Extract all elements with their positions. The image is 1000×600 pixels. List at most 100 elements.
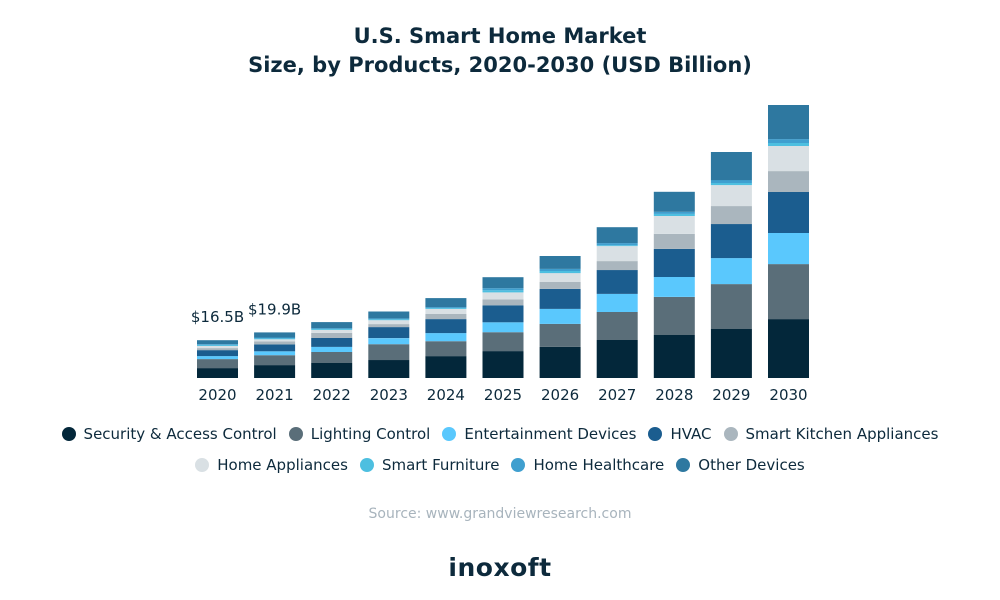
x-tick-label: 2026 <box>541 386 579 404</box>
bar-segment-2023-lighting-control <box>368 344 410 361</box>
data-label-2021: $19.9B <box>248 300 301 318</box>
bar-segment-2028-smart-kitchen-appliances <box>653 233 695 249</box>
bar-segment-2020-smart-kitchen-appliances <box>197 348 238 351</box>
bar-segment-2029-home-healthcare <box>710 180 752 183</box>
x-tick-label: 2025 <box>484 386 522 404</box>
bar-segment-2030-hvac <box>768 192 809 233</box>
bar-segment-2022-lighting-control <box>311 352 353 363</box>
bar-segment-2022-entertainment-devices <box>311 346 353 352</box>
x-tick-label: 2028 <box>655 386 693 404</box>
bar-segment-2027-smart-furniture <box>596 245 638 247</box>
bar-segment-2027-smart-kitchen-appliances <box>596 261 638 271</box>
bar-segment-2026-home-appliances <box>539 273 581 282</box>
legend-item: Smart Furniture <box>359 456 500 474</box>
bar-segment-2022-home-appliances <box>311 329 353 333</box>
bar-segment-2022-smart-furniture <box>311 329 353 330</box>
bar-segment-2023-security-access-control <box>368 360 410 378</box>
bar-segment-2024-hvac <box>425 319 467 334</box>
legend-swatch-icon <box>676 458 691 472</box>
bar-segment-2025-home-healthcare <box>482 288 524 291</box>
bar-segment-2021-home-appliances <box>254 339 296 342</box>
chart-title-line-1: U.S. Smart Home Market <box>353 24 647 48</box>
bar-segment-2021-home-healthcare <box>254 337 296 339</box>
bar-segment-2027-home-appliances <box>596 246 638 262</box>
bar-segment-2024-home-healthcare <box>425 307 467 308</box>
bar-segment-2029-home-appliances <box>710 185 752 206</box>
bar-segment-2030-lighting-control <box>768 264 809 320</box>
bar-segment-2029-smart-kitchen-appliances <box>710 206 752 225</box>
stacked-bar-chart: 2020 2021 2022 2023 2024 2025 2026 2027 2028 2029… <box>191 105 809 404</box>
bar-segment-2024-other-devices <box>425 298 467 308</box>
bar-segment-2027-security-access-control <box>596 340 638 378</box>
legend-label: Smart Kitchen Appliances <box>745 425 939 443</box>
legend-label: Entertainment Devices <box>464 425 637 443</box>
bar-segment-2025-other-devices <box>482 277 524 289</box>
legend-label: Smart Furniture <box>381 456 500 474</box>
bar-segment-2024-security-access-control <box>425 356 467 378</box>
bar-segment-2020-home-appliances <box>197 346 238 349</box>
legend-swatch-icon <box>442 427 457 441</box>
x-tick-label: 2023 <box>370 386 408 404</box>
bar-segment-2025-smart-furniture <box>482 290 524 293</box>
bar-segment-2025-security-access-control <box>482 351 524 378</box>
bar-segment-2028-entertainment-devices <box>653 276 695 297</box>
bar-segment-2029-smart-furniture <box>710 183 752 186</box>
bar-segment-2028-home-appliances <box>653 215 695 234</box>
legend-swatch-icon <box>288 427 303 441</box>
bar-segment-2028-smart-furniture <box>653 213 695 216</box>
legend-label: HVAC <box>670 425 712 443</box>
bar-segment-2025-home-appliances <box>482 292 524 300</box>
bar-segment-2028-other-devices <box>653 191 695 212</box>
bar-segment-2030-smart-kitchen-appliances <box>768 171 809 192</box>
bar-segment-2029-hvac <box>710 224 752 259</box>
legend-item: Smart Kitchen Appliances <box>723 425 939 443</box>
legend-item: Lighting Control <box>288 425 430 443</box>
bar-segment-2029-lighting-control <box>710 284 752 329</box>
legend-item: Entertainment Devices <box>442 425 636 443</box>
bar-segment-2024-home-appliances <box>425 308 467 314</box>
legend-swatch-icon <box>511 458 526 472</box>
bar-segment-2021-lighting-control <box>254 355 296 366</box>
bar-segment-2020-other-devices <box>197 340 238 345</box>
bar-segment-2030-smart-furniture <box>768 143 809 146</box>
bar-segment-2026-smart-furniture <box>539 271 581 274</box>
x-tick-label: 2020 <box>198 386 236 404</box>
bar-segment-2024-smart-furniture <box>425 308 467 309</box>
data-label-2020: $16.5B <box>191 308 244 326</box>
bar-segment-2024-entertainment-devices <box>425 333 467 342</box>
bar-segment-2026-entertainment-devices <box>539 308 581 324</box>
bar-segment-2024-lighting-control <box>425 341 467 357</box>
bar-segment-2027-hvac <box>596 270 638 294</box>
brand-logo: inoxoft <box>448 553 552 582</box>
legend-label: Other Devices <box>698 456 805 474</box>
chart-title: U.S. Smart Home Market Size, by Products… <box>0 22 1000 80</box>
x-tick-label: 2024 <box>427 386 465 404</box>
bar-segment-2025-lighting-control <box>482 332 524 352</box>
bar-segment-2020-lighting-control <box>197 359 238 369</box>
bar-segment-2029-security-access-control <box>710 329 752 378</box>
legend-swatch-icon <box>648 427 663 441</box>
bar-segment-2026-hvac <box>539 288 581 309</box>
bar-segment-2023-smart-furniture <box>368 319 410 321</box>
bar-segment-2029-other-devices <box>710 152 752 181</box>
bar-segment-2023-entertainment-devices <box>368 338 410 345</box>
bar-segment-2027-other-devices <box>596 227 638 244</box>
bar-segment-2020-home-healthcare <box>197 344 238 346</box>
legend-item: Security & Access Control <box>61 425 277 443</box>
bar-segment-2021-other-devices <box>254 332 296 338</box>
bar-segment-2020-smart-furniture <box>197 345 238 346</box>
bar-segment-2025-smart-kitchen-appliances <box>482 299 524 306</box>
bar-segment-2028-hvac <box>653 248 695 277</box>
bar-segment-2023-home-healthcare <box>368 318 410 320</box>
bar-segment-2030-other-devices <box>768 105 809 140</box>
bar-segment-2030-security-access-control <box>768 319 809 378</box>
bar-segment-2027-lighting-control <box>596 311 638 340</box>
bar-segment-2021-smart-furniture <box>254 338 296 340</box>
legend-label: Home Healthcare <box>533 456 665 474</box>
bar-segment-2021-entertainment-devices <box>254 351 296 356</box>
bar-segment-2025-entertainment-devices <box>482 322 524 333</box>
legend-swatch-icon <box>723 427 738 441</box>
bar-segment-2021-smart-kitchen-appliances <box>254 341 296 345</box>
bar-segment-2022-security-access-control <box>311 363 353 378</box>
source-note: Source: www.grandviewresearch.com <box>368 506 632 522</box>
